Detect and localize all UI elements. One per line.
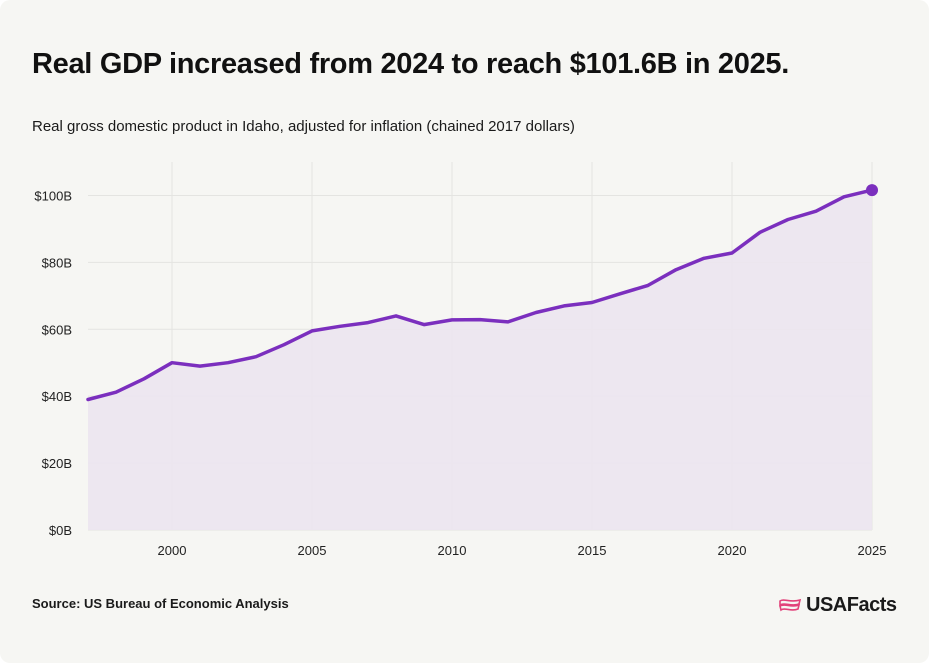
brand-name: USAFacts: [806, 593, 897, 616]
y-tick-label: $100B: [34, 188, 72, 203]
chart-subtitle: Real gross domestic product in Idaho, ad…: [32, 118, 575, 135]
y-tick-label: $0B: [49, 523, 72, 538]
highlight-point: [866, 184, 878, 197]
x-axis-ticks: 2000 2005 2010 2015 2020 2025: [158, 543, 887, 558]
x-tick-label: 2020: [718, 543, 747, 558]
usafacts-logo: USAFacts: [778, 592, 897, 618]
x-tick-label: 2000: [158, 543, 187, 558]
y-tick-label: $60B: [42, 322, 72, 337]
y-axis-ticks: $0B $20B $40B $60B $80B $100B: [34, 188, 72, 538]
source-note: Source: US Bureau of Economic Analysis: [32, 596, 289, 611]
x-tick-label: 2025: [858, 543, 887, 558]
y-tick-label: $40B: [42, 389, 72, 404]
gdp-series-line: [86, 188, 874, 402]
data-points: [87, 184, 878, 400]
y-tick-label: $20B: [42, 456, 72, 471]
x-tick-label: 2010: [438, 543, 467, 558]
x-tick-label: 2005: [298, 543, 327, 558]
us-flag-map-icon: [779, 598, 802, 612]
y-tick-label: $80B: [42, 255, 72, 270]
area-fill: [88, 190, 872, 530]
x-tick-label: 2015: [578, 543, 607, 558]
chart-title: Real GDP increased from 2024 to reach $1…: [32, 48, 790, 80]
